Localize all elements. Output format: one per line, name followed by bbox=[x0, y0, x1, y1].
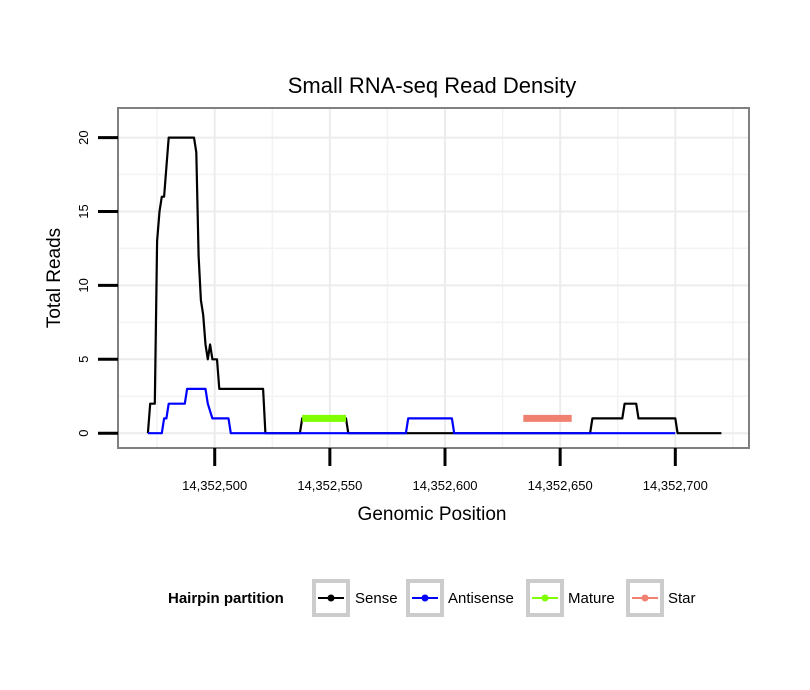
legend-label-mature: Mature bbox=[568, 590, 615, 607]
x-tick-label: 14,352,700 bbox=[643, 478, 708, 493]
legend-title: Hairpin partition bbox=[168, 590, 284, 607]
y-axis: 0 5 10 15 20 bbox=[76, 130, 118, 437]
y-tick-label: 0 bbox=[76, 430, 91, 437]
legend-label-star: Star bbox=[668, 590, 696, 607]
chart-title: Small RNA-seq Read Density bbox=[288, 73, 577, 98]
y-axis-title: Total Reads bbox=[44, 228, 65, 328]
x-axis-title: Genomic Position bbox=[358, 504, 507, 525]
legend-key-point bbox=[541, 594, 549, 602]
y-tick-label: 15 bbox=[76, 204, 91, 218]
legend: Hairpin partition Sense Antisense Mature Sta… bbox=[168, 579, 696, 617]
legend-key-point bbox=[421, 594, 429, 602]
series-line-sense bbox=[146, 136, 722, 435]
y-tick-label: 20 bbox=[76, 130, 91, 144]
y-tick-label: 10 bbox=[76, 278, 91, 292]
series-line-antisense bbox=[147, 387, 676, 435]
plot-panel bbox=[118, 108, 749, 448]
legend-key-point bbox=[641, 594, 649, 602]
x-tick-label: 14,352,650 bbox=[528, 478, 593, 493]
y-tick-label: 5 bbox=[76, 356, 91, 363]
series-lines bbox=[146, 136, 722, 435]
x-tick-label: 14,352,600 bbox=[412, 478, 477, 493]
legend-label-antisense: Antisense bbox=[448, 590, 514, 607]
legend-label-sense: Sense bbox=[355, 590, 398, 607]
legend-key-point bbox=[327, 594, 335, 602]
plot-border bbox=[117, 107, 750, 449]
x-tick-label: 14,352,500 bbox=[182, 478, 247, 493]
x-tick-label: 14,352,550 bbox=[297, 478, 362, 493]
x-axis: 14,352,500 14,352,550 14,352,600 14,352,650… bbox=[182, 448, 708, 493]
